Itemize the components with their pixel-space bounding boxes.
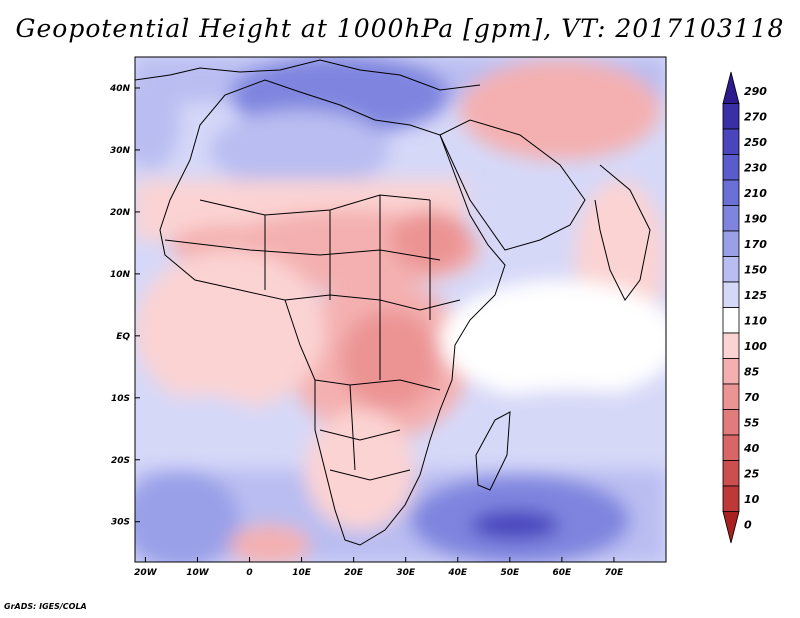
lon-label: 20W [134, 568, 158, 578]
colorbar-label: 40 [743, 442, 760, 455]
lat-label: 20S [111, 456, 130, 466]
colorbar-swatch [722, 332, 740, 359]
colorbar-swatch [722, 154, 740, 181]
lat-label: 30S [111, 518, 130, 528]
colorbar: 2902702502302101901701501251101008570554… [722, 71, 767, 544]
map-frame [134, 56, 667, 563]
colorbar-swatch [722, 434, 740, 461]
lon-label: 70E [605, 568, 625, 578]
colorbar-swatch [722, 205, 740, 232]
colorbar-swatch [722, 256, 740, 283]
colorbar-label: 100 [744, 340, 767, 353]
geopotential-field [135, 57, 666, 562]
colorbar-label: 0 [744, 518, 752, 531]
colorbar-label: 270 [744, 110, 767, 123]
map-axes: 40N 30N 20N 10N EQ 10S 20S 30S 20W 10W 0 10E 20E 30E 4… [109, 84, 624, 578]
lon-label: 30E [396, 568, 416, 578]
map-title: Geopotential Height at 1000hPa [gpm], VT… [15, 14, 785, 43]
colorbar-label: 10 [744, 493, 760, 506]
colorbar-swatch [722, 281, 740, 308]
colorbar-label: 70 [744, 391, 760, 404]
colorbar-label: 25 [744, 467, 760, 480]
colorbar-label: 125 [744, 289, 767, 302]
colorbar-swatch [722, 307, 740, 334]
lat-label: 20N [110, 208, 131, 218]
colorbar-label: 230 [744, 161, 767, 174]
colorbar-label: 210 [744, 187, 767, 200]
lon-label: 0 [246, 568, 252, 578]
colorbar-swatch [722, 128, 740, 155]
colorbar-label: 190 [744, 212, 767, 225]
lon-label: 10W [186, 568, 210, 578]
colorbar-swatch [722, 485, 740, 512]
lat-label: EQ [116, 332, 130, 342]
lat-label: 40N [109, 84, 131, 94]
colorbar-swatch [722, 179, 740, 206]
lat-label: 10S [111, 394, 130, 404]
lon-label: 60E [553, 568, 573, 578]
colorbar-swatch [722, 511, 740, 544]
colorbar-label: 85 [744, 365, 760, 378]
colorbar-label: 170 [744, 238, 767, 251]
colorbar-swatch [722, 460, 740, 487]
lat-label: 30N [110, 146, 131, 156]
credit-text: GrADS: IGES/COLA [4, 602, 87, 611]
colorbar-swatch [722, 358, 740, 385]
lon-label: 40E [447, 568, 468, 578]
colorbar-swatch [722, 103, 740, 130]
colorbar-label: 150 [744, 263, 767, 276]
lon-label: 50E [500, 568, 520, 578]
colorbar-swatch [722, 383, 740, 410]
lat-label: 10N [110, 270, 131, 280]
colorbar-swatch [722, 409, 740, 436]
colorbar-swatch [722, 71, 740, 104]
colorbar-label: 290 [744, 85, 767, 98]
colorbar-label: 250 [744, 136, 767, 149]
colorbar-label: 110 [744, 314, 767, 327]
colorbar-swatch [722, 230, 740, 257]
lon-label: 10E [292, 568, 312, 578]
lon-label: 20E [344, 568, 364, 578]
colorbar-label: 55 [744, 416, 760, 429]
